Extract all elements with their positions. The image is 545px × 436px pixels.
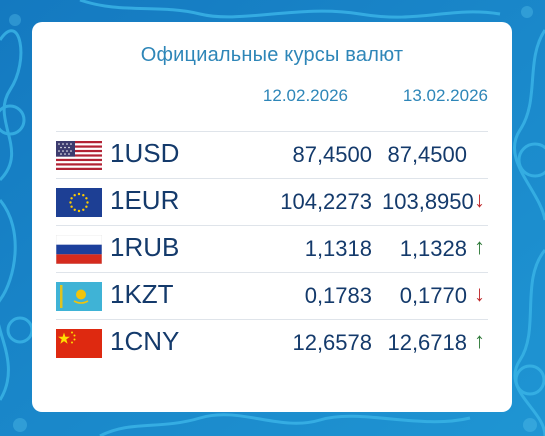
rate-previous: 87,4500 xyxy=(292,142,372,167)
rate-current: 103,8950 xyxy=(382,189,474,214)
cn-flag-icon xyxy=(56,329,102,358)
rate-row-kzt: 1KZT 0,1783 0,1770 ↓ xyxy=(56,272,488,320)
us-flag-icon xyxy=(56,141,102,170)
currency-code: 1EUR xyxy=(110,185,180,215)
down-arrow-icon: ↓ xyxy=(474,187,485,212)
currency-code: 1USD xyxy=(110,138,180,168)
rate-current: 12,6718 xyxy=(387,330,467,355)
currency-code: 1CNY xyxy=(110,326,180,356)
up-arrow-icon: ↑ xyxy=(474,234,485,259)
rate-current: 87,4500 xyxy=(387,142,467,167)
rate-row-rub: 1RUB 1,1318 1,1328 ↑ xyxy=(56,225,488,273)
ru-flag-icon xyxy=(56,235,102,264)
rate-current: 1,1328 xyxy=(399,236,467,261)
currency-code: 1RUB xyxy=(110,232,180,262)
kz-flag-icon xyxy=(56,282,102,311)
up-arrow-icon: ↑ xyxy=(474,328,485,353)
date-current: 13.02.2026 xyxy=(402,86,488,105)
rate-row-usd: 1USD 87,4500 87,4500 xyxy=(56,131,488,179)
currency-code: 1KZT xyxy=(110,279,174,309)
rate-previous: 0,1783 xyxy=(304,283,372,308)
rate-previous: 12,6578 xyxy=(292,330,372,355)
exchange-rates-card: Официальные курсы валют 12.02.2026 13.02… xyxy=(32,22,512,412)
rate-previous: 104,2273 xyxy=(280,189,372,214)
rate-row-cny: 1CNY 12,6578 12,6718 ↑ xyxy=(56,319,488,367)
rate-row-eur: 1EUR 104,2273 103,8950 ↓ xyxy=(56,178,488,226)
widget-title: Официальные курсы валют xyxy=(140,44,404,66)
rate-previous: 1,1318 xyxy=(304,236,372,261)
rate-current: 0,1770 xyxy=(399,283,467,308)
eu-flag-icon xyxy=(56,188,102,217)
down-arrow-icon: ↓ xyxy=(474,281,485,306)
date-previous: 12.02.2026 xyxy=(262,86,348,105)
